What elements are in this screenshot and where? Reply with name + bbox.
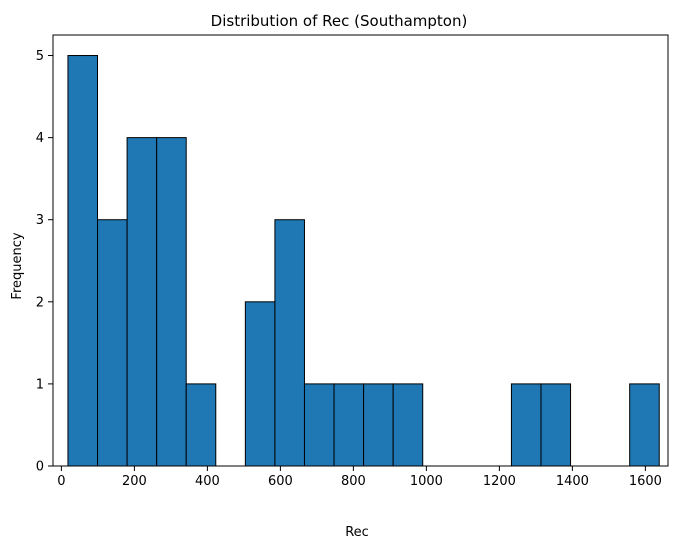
bars-layer [67, 55, 660, 467]
axes-layer [52, 34, 669, 467]
histogram-bar [629, 383, 660, 467]
histogram-bar [510, 383, 542, 467]
histogram-bar [156, 137, 187, 467]
x-tick-label: 200 [122, 474, 147, 489]
histogram-bar [392, 383, 424, 467]
y-tick-label: 3 [36, 213, 44, 228]
x-tick-label: 1400 [556, 474, 589, 489]
y-tick-label: 5 [36, 49, 44, 64]
histogram-bar [333, 383, 365, 467]
histogram-bar [126, 137, 158, 467]
x-tick-label: 0 [57, 474, 65, 489]
y-tick-label: 1 [36, 377, 44, 392]
ticks-layer: 0 200 400 600 800 1000 1200 1400 1600 0 1 2 3 4 5 [36, 49, 662, 489]
histogram-bar [363, 383, 394, 467]
chart-title: Distribution of Rec (Southampton) [211, 12, 468, 30]
histogram-bar [185, 383, 217, 467]
histogram-bar [97, 219, 128, 467]
y-tick-label: 4 [36, 131, 44, 146]
x-tick-label: 1000 [410, 474, 443, 489]
histogram-bar [303, 383, 335, 467]
histogram-bar [67, 55, 99, 467]
x-tick-label: 800 [341, 474, 366, 489]
y-tick-label: 2 [36, 295, 44, 310]
y-tick-label: 0 [36, 460, 44, 475]
y-axis-label: Frequency [10, 232, 25, 299]
x-tick-label: 1200 [483, 474, 516, 489]
histogram-bar [540, 383, 572, 467]
histogram-bar [244, 301, 276, 467]
x-axis-label: Rec [345, 525, 369, 540]
x-tick-label: 600 [268, 474, 293, 489]
plot-frame [52, 34, 669, 467]
x-tick-label: 400 [195, 474, 220, 489]
x-tick-label: 1600 [629, 474, 662, 489]
histogram-bar [274, 219, 305, 467]
